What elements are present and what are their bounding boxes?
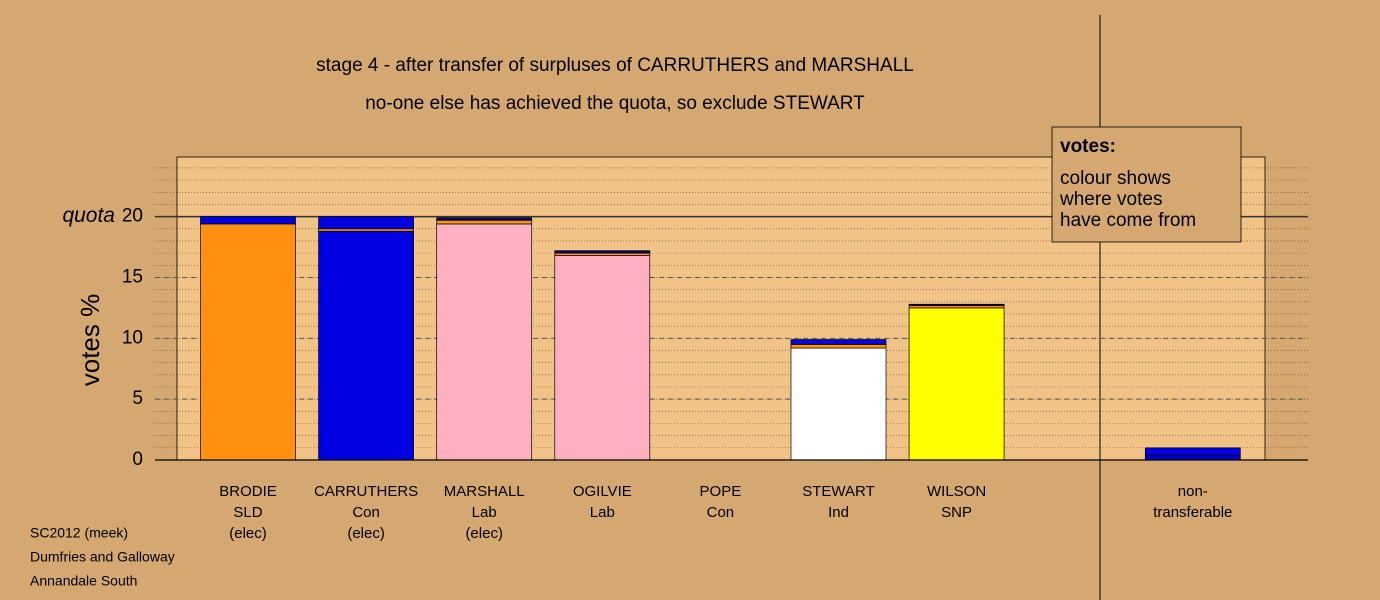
y-tick-label: 0 <box>132 449 143 470</box>
bar-segment <box>554 255 651 461</box>
chart-subtitle: no-one else has achieved the quota, so e… <box>365 93 865 114</box>
bar-segment <box>790 347 887 461</box>
note-box <box>1051 126 1242 243</box>
bar-segment <box>554 252 651 256</box>
bar-segment <box>908 305 1005 309</box>
x-tick-label: STEWART <box>802 483 875 500</box>
bar-segment <box>790 339 887 345</box>
bar-segment <box>790 344 887 349</box>
x-tick-label: Lab <box>590 504 615 521</box>
note-heading: votes: <box>1060 136 1116 157</box>
x-tick-label: WILSON <box>927 483 986 500</box>
bar-segment <box>1144 454 1241 461</box>
x-tick-label: OGILVIE <box>573 483 632 500</box>
x-tick-label: Con <box>707 504 735 521</box>
y-tick-label: 5 <box>132 388 143 409</box>
x-tick-label: non- <box>1178 483 1208 500</box>
bar-segment <box>554 250 651 254</box>
x-tick-label: Con <box>352 504 380 521</box>
footer: Dumfries and Galloway <box>30 549 175 565</box>
note-line: colour shows <box>1060 168 1171 189</box>
x-tick-label: Lab <box>472 504 497 521</box>
y-tick-label: 15 <box>122 266 143 287</box>
bar-segment <box>318 228 414 232</box>
bar-segment <box>436 217 533 221</box>
x-tick-label: MARSHALL <box>444 483 525 500</box>
y-axis-label: votes % <box>75 294 105 387</box>
x-tick-label: POPE <box>700 483 742 500</box>
x-tick-label: BRODIE <box>219 483 277 500</box>
footer: Annandale South <box>30 573 137 589</box>
bar-segment <box>436 223 533 461</box>
bar-segment <box>436 219 533 225</box>
bar-segment <box>318 230 414 461</box>
x-tick-label: CARRUTHERS <box>314 483 418 500</box>
y-tick-label: 10 <box>122 327 143 348</box>
x-tick-label: (elec) <box>229 525 267 542</box>
footer: SC2012 (meek) <box>30 525 128 541</box>
chart-title: stage 4 - after transfer of surpluses of… <box>316 55 914 76</box>
note-line: where votes <box>1059 189 1162 210</box>
bar-segment <box>908 303 1005 306</box>
x-tick-label: SLD <box>233 504 262 521</box>
plot: 0 5 10 15 20 quota BRODIE SLD (elec) CARRUTHERS Co… <box>62 167 1308 542</box>
x-tick-label: Ind <box>828 504 849 521</box>
quota-label: quota <box>62 204 115 227</box>
x-tick-label: (elec) <box>465 525 503 542</box>
y-tick-label: 20 <box>122 206 143 227</box>
bar-segment <box>908 307 1005 461</box>
bar-segment <box>318 216 414 230</box>
x-tick-label: transferable <box>1153 504 1232 521</box>
bar-segment <box>200 216 296 225</box>
bar-segment <box>200 223 296 461</box>
note-line: have come from <box>1060 210 1196 231</box>
bar-segment <box>1144 447 1241 456</box>
x-tick-label: SNP <box>941 504 972 521</box>
x-tick-label: (elec) <box>347 525 385 542</box>
